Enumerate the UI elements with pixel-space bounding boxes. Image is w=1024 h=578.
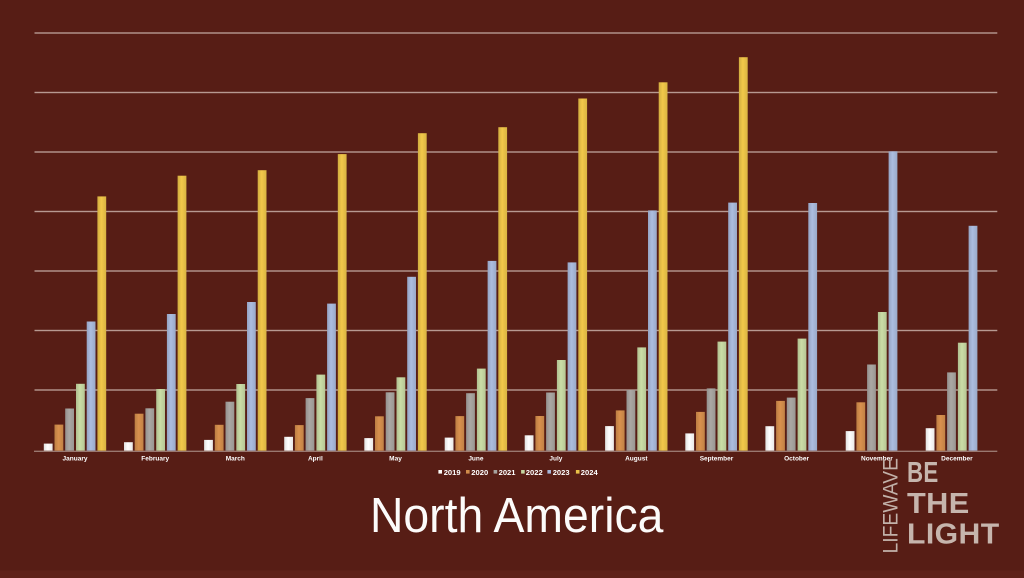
svg-text:March: March xyxy=(226,456,245,463)
svg-text:August: August xyxy=(625,456,648,463)
svg-text:LIGHT: LIGHT xyxy=(907,519,1000,551)
svg-text:September: September xyxy=(700,456,734,463)
svg-text:January: January xyxy=(63,456,88,463)
svg-text:May: May xyxy=(389,456,402,463)
svg-text:2019: 2019 xyxy=(444,468,461,477)
svg-text:2020: 2020 xyxy=(471,468,488,477)
svg-text:February: February xyxy=(141,456,169,463)
svg-text:June: June xyxy=(468,456,484,463)
svg-text:North America: North America xyxy=(370,489,664,543)
svg-text:THE: THE xyxy=(907,488,970,520)
svg-text:BE: BE xyxy=(907,457,939,489)
svg-text:October: October xyxy=(784,456,809,463)
svg-text:April: April xyxy=(308,456,323,463)
svg-text:LIFEWAVE: LIFEWAVE xyxy=(880,458,903,554)
svg-text:2021: 2021 xyxy=(499,468,517,477)
svg-text:2022: 2022 xyxy=(526,468,543,477)
svg-text:November: November xyxy=(861,456,893,463)
svg-text:July: July xyxy=(549,456,562,463)
svg-text:December: December xyxy=(941,456,973,463)
svg-text:2024: 2024 xyxy=(581,468,599,477)
svg-text:2023: 2023 xyxy=(553,468,570,477)
